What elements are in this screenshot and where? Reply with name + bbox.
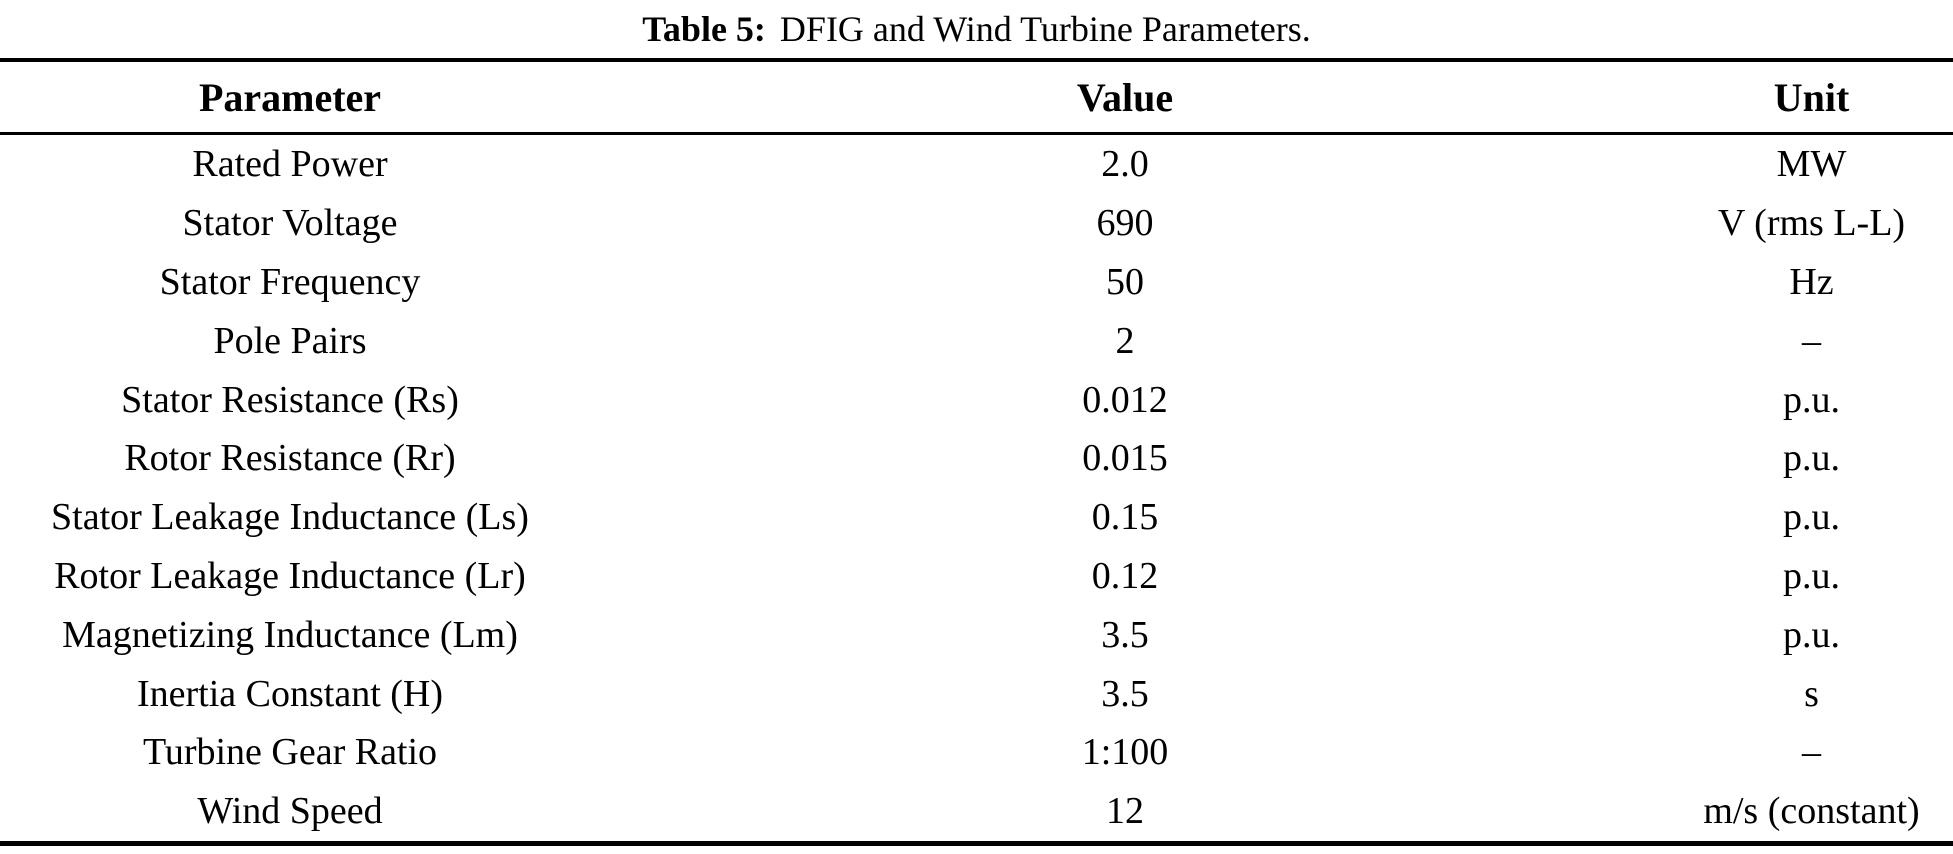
- column-header-value: Value: [580, 60, 1670, 135]
- table-caption: Table 5: DFIG and Wind Turbine Parameter…: [0, 0, 1953, 58]
- cell-unit: m/s (constant): [1703, 790, 1920, 833]
- table-row: Stator Leakage Inductance (Ls) 0.15 p.u.: [0, 488, 1953, 547]
- cell-value: 690: [1096, 202, 1154, 245]
- cell-unit: –: [1802, 731, 1821, 774]
- cell-parameter: Rated Power: [192, 143, 388, 186]
- cell-value: 12: [1106, 790, 1144, 833]
- cell-value: 0.012: [1082, 378, 1168, 421]
- cell-value: 0.12: [1091, 554, 1159, 597]
- cell-value: 0.15: [1091, 496, 1159, 539]
- cell-unit: p.u.: [1783, 378, 1840, 421]
- cell-unit: MW: [1776, 143, 1847, 186]
- cell-value: 50: [1106, 260, 1144, 303]
- cell-unit: V (rms L-L): [1717, 202, 1906, 245]
- table-body: Rated Power 2.0 MW Stator Voltage 690 V …: [0, 134, 1953, 844]
- cell-value: 1:100: [1081, 731, 1169, 774]
- cell-value: 3.5: [1101, 672, 1149, 715]
- table-row: Inertia Constant (H) 3.5 s: [0, 664, 1953, 723]
- cell-parameter: Wind Speed: [197, 790, 383, 833]
- cell-parameter: Stator Leakage Inductance (Ls): [51, 496, 529, 539]
- table-caption-label: Table 5:: [642, 9, 766, 49]
- cell-unit: –: [1802, 319, 1821, 362]
- table-row: Wind Speed 12 m/s (constant): [0, 782, 1953, 843]
- table-row: Pole Pairs 2 –: [0, 311, 1953, 370]
- cell-parameter: Stator Frequency: [159, 260, 421, 303]
- cell-value: 3.5: [1101, 613, 1149, 656]
- table-header: Parameter Value Unit: [0, 60, 1953, 135]
- cell-value: 0.015: [1082, 437, 1168, 480]
- cell-parameter: Magnetizing Inductance (Lm): [62, 613, 518, 656]
- cell-unit: p.u.: [1783, 554, 1840, 597]
- table-row: Rotor Leakage Inductance (Lr) 0.12 p.u.: [0, 547, 1953, 606]
- cell-unit: s: [1804, 672, 1819, 715]
- cell-unit: p.u.: [1783, 437, 1840, 480]
- cell-unit: Hz: [1789, 260, 1834, 303]
- table-row: Stator Voltage 690 V (rms L-L): [0, 194, 1953, 253]
- cell-value: 2: [1115, 319, 1135, 362]
- column-header-unit: Unit: [1670, 60, 1953, 135]
- cell-parameter: Pole Pairs: [213, 319, 367, 362]
- column-header-parameter: Parameter: [0, 60, 580, 135]
- table-row: Rotor Resistance (Rr) 0.015 p.u.: [0, 429, 1953, 488]
- cell-parameter: Stator Voltage: [182, 202, 398, 245]
- cell-parameter: Inertia Constant (H): [136, 672, 444, 715]
- cell-parameter: Rotor Resistance (Rr): [124, 437, 456, 480]
- table-row: Turbine Gear Ratio 1:100 –: [0, 723, 1953, 782]
- table-caption-text: DFIG and Wind Turbine Parameters.: [779, 9, 1311, 49]
- table-row: Magnetizing Inductance (Lm) 3.5 p.u.: [0, 605, 1953, 664]
- cell-parameter: Stator Resistance (Rs): [121, 378, 459, 421]
- cell-parameter: Turbine Gear Ratio: [142, 731, 438, 774]
- cell-unit: p.u.: [1783, 613, 1840, 656]
- cell-parameter: Rotor Leakage Inductance (Lr): [54, 554, 526, 597]
- table-header-row: Parameter Value Unit: [0, 60, 1953, 135]
- cell-unit: p.u.: [1783, 496, 1840, 539]
- parameters-table: Parameter Value Unit Rated Power 2.0 MW …: [0, 58, 1953, 846]
- table-row: Stator Frequency 50 Hz: [0, 253, 1953, 312]
- table-row: Rated Power 2.0 MW: [0, 134, 1953, 194]
- table-row: Stator Resistance (Rs) 0.012 p.u.: [0, 370, 1953, 429]
- cell-value: 2.0: [1101, 143, 1149, 186]
